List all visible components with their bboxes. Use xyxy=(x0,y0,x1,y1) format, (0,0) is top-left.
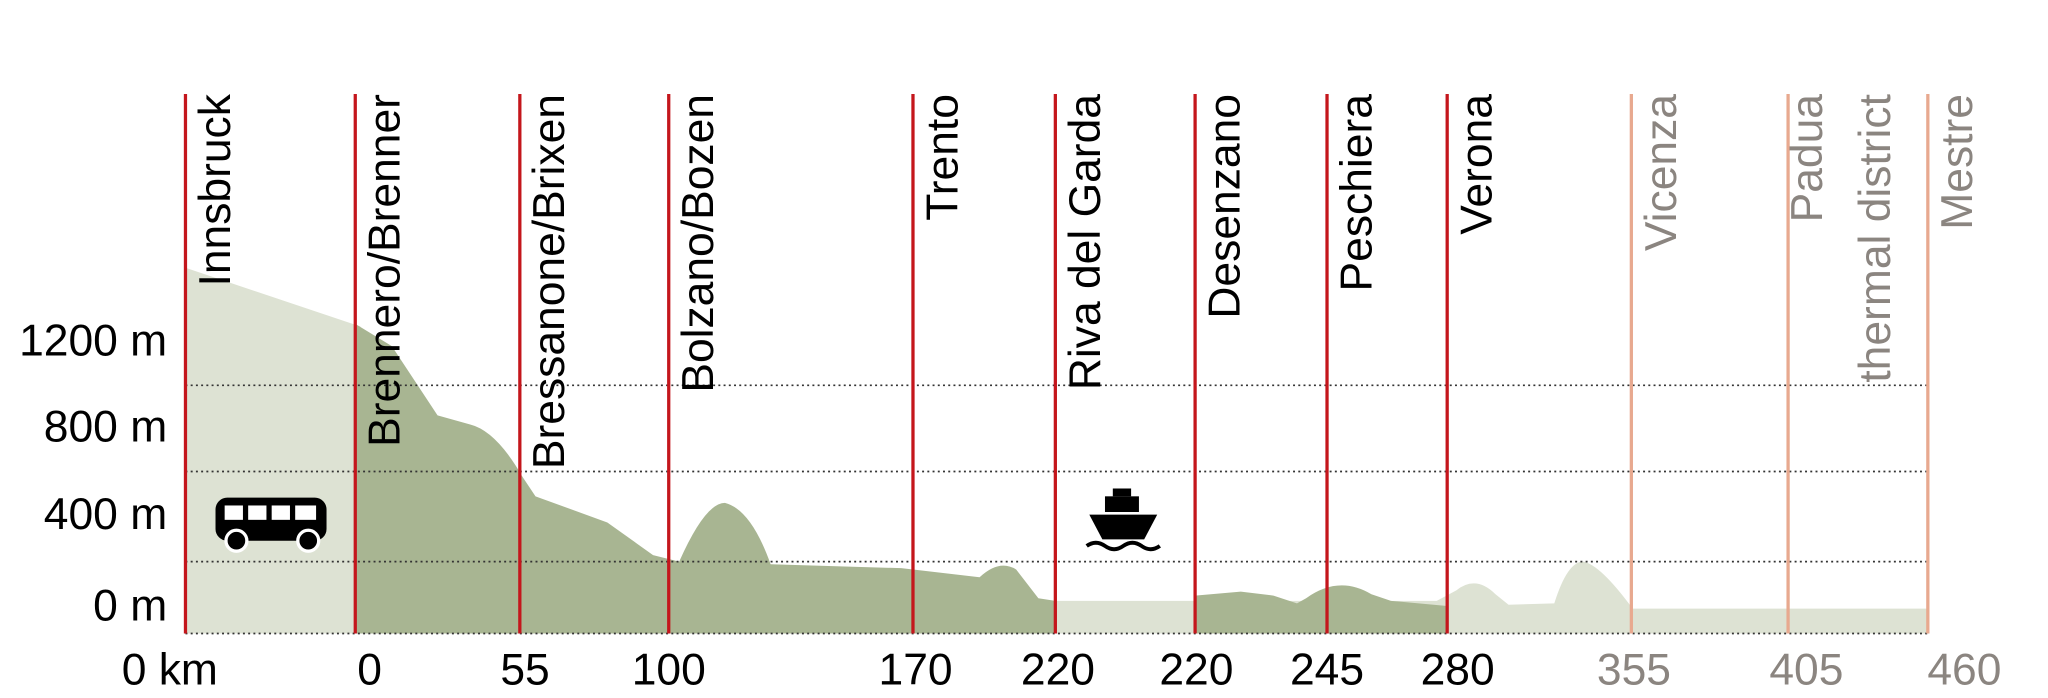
station-name: Vicenza xyxy=(1637,94,1686,251)
station-name: Bressanone/Brixen xyxy=(525,94,574,469)
y-axis-label: 1200 m xyxy=(19,316,167,365)
station-name: Riva del Garda xyxy=(1061,94,1110,390)
km-label: 355 xyxy=(1597,645,1671,694)
km-label: 280 xyxy=(1421,645,1495,694)
station-name: thermal district xyxy=(1851,93,1900,382)
km-label: 220 xyxy=(1159,645,1233,694)
km-label: 405 xyxy=(1769,645,1843,694)
station-name: Desenzano xyxy=(1201,94,1250,319)
km-label: 0 xyxy=(357,645,382,694)
station-name: Innsbruck xyxy=(191,93,240,286)
station-name: Peschiera xyxy=(1332,94,1381,292)
ship-icon xyxy=(1085,488,1161,552)
km-label: 170 xyxy=(879,645,953,694)
km-label: 0 km xyxy=(122,645,218,694)
station-name: Bolzano/Bozen xyxy=(674,94,723,393)
y-axis-label: 400 m xyxy=(44,490,167,539)
bus-icon xyxy=(215,497,327,553)
station-name: Verona xyxy=(1453,94,1502,235)
km-label: 245 xyxy=(1290,645,1364,694)
terrain-dark xyxy=(355,323,1448,634)
y-axis-label: 800 m xyxy=(44,402,167,451)
station-name: Mestre xyxy=(1933,94,1982,230)
km-label: 55 xyxy=(500,645,549,694)
station-name: Padua xyxy=(1783,94,1832,223)
km-label: 460 xyxy=(1927,645,2001,694)
station-name: Brennero/Brenner xyxy=(361,94,410,447)
station-name: Trento xyxy=(918,94,967,221)
km-label: 220 xyxy=(1021,645,1095,694)
y-axis-label: 0 m xyxy=(93,581,167,630)
km-label: 100 xyxy=(632,645,706,694)
